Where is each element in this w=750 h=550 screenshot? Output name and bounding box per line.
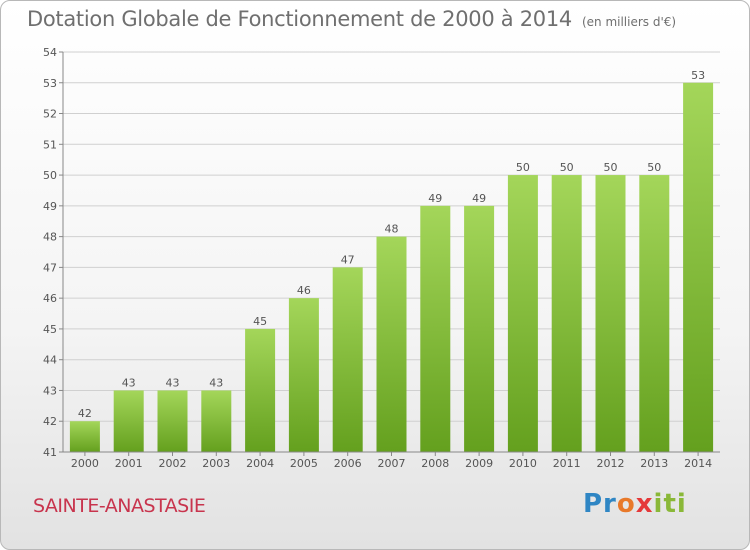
- bar: [595, 175, 626, 453]
- bar-value-label: 45: [253, 315, 267, 328]
- bar: [507, 175, 538, 453]
- bar-value-label: 43: [209, 376, 223, 389]
- x-tick-label: 2011: [553, 457, 581, 470]
- x-tick-label: 2010: [509, 457, 537, 470]
- bar-value-label: 46: [297, 284, 311, 297]
- x-tick-label: 2001: [115, 457, 143, 470]
- axes: 41 42 43 44 45 46 47 48 49 50 51 52 53 54 2000 2001 2002…: [43, 46, 720, 470]
- y-tick-label: 48: [43, 231, 57, 244]
- y-tick-label: 53: [43, 77, 57, 90]
- bar-value-label: 47: [341, 253, 355, 266]
- x-tick-label: 2013: [640, 457, 668, 470]
- bar: [288, 298, 319, 452]
- bar: [639, 175, 670, 453]
- logo-part-4: iti: [653, 489, 687, 519]
- bar-value-label: 50: [647, 161, 661, 174]
- bar: [683, 82, 714, 453]
- bar: [332, 267, 363, 452]
- bar-value-label: 48: [385, 223, 399, 236]
- bar: [201, 390, 232, 452]
- logo-part-1: Pr: [583, 489, 617, 519]
- y-tick-label: 54: [43, 46, 57, 59]
- title-text: Dotation Globale de Fonctionnement de 20…: [27, 7, 572, 31]
- title-unit: (en milliers d'€): [581, 15, 677, 29]
- bar-value-label: 49: [428, 192, 442, 205]
- city-name: SAINTE-ANASTASIE: [33, 495, 206, 517]
- bar-value-label: 43: [122, 376, 136, 389]
- proxiti-logo[interactable]: Proxiti: [583, 489, 687, 519]
- x-tick-label: 2004: [246, 457, 274, 470]
- y-tick-label: 49: [43, 200, 57, 213]
- y-tick-label: 44: [43, 354, 57, 367]
- bar: [245, 328, 276, 452]
- y-tick-label: 42: [43, 415, 57, 428]
- y-tick-label: 46: [43, 292, 57, 305]
- logo-part-3: x: [635, 489, 654, 519]
- bar: [69, 421, 100, 452]
- chart-title: Dotation Globale de Fonctionnement de 20…: [27, 7, 676, 31]
- logo-part-2: o: [616, 489, 636, 519]
- x-tick-label: 2012: [597, 457, 625, 470]
- bar: [464, 205, 495, 452]
- y-tick-label: 50: [43, 169, 57, 182]
- bar: [376, 236, 407, 452]
- bar-value-label: 43: [166, 376, 180, 389]
- x-tick-label: 2002: [159, 457, 187, 470]
- bars: 42 43 43 43 45 46 47 48 49 49 50 50 50 50 53: [69, 69, 714, 453]
- y-tick-label: 45: [43, 323, 57, 336]
- x-tick-label: 2006: [334, 457, 362, 470]
- x-tick-label: 2005: [290, 457, 318, 470]
- x-tick-label: 2008: [421, 457, 449, 470]
- y-tick-label: 52: [43, 108, 57, 121]
- y-tick-label: 41: [43, 446, 57, 459]
- bar-value-label: 50: [560, 161, 574, 174]
- bar-value-label: 49: [472, 192, 486, 205]
- bar-value-label: 42: [78, 407, 92, 420]
- bar: [157, 390, 188, 452]
- bar-value-label: 53: [691, 69, 705, 82]
- y-tick-label: 43: [43, 384, 57, 397]
- x-tick-label: 2009: [465, 457, 493, 470]
- bar: [551, 175, 582, 453]
- bar-value-label: 50: [604, 161, 618, 174]
- x-tick-label: 2003: [202, 457, 230, 470]
- y-tick-label: 47: [43, 261, 57, 274]
- y-tick-label: 51: [43, 138, 57, 151]
- bar-value-label: 50: [516, 161, 530, 174]
- x-tick-label: 2000: [71, 457, 99, 470]
- bar: [113, 390, 144, 452]
- x-tick-label: 2007: [378, 457, 406, 470]
- bar: [420, 205, 451, 452]
- x-tick-label: 2014: [684, 457, 712, 470]
